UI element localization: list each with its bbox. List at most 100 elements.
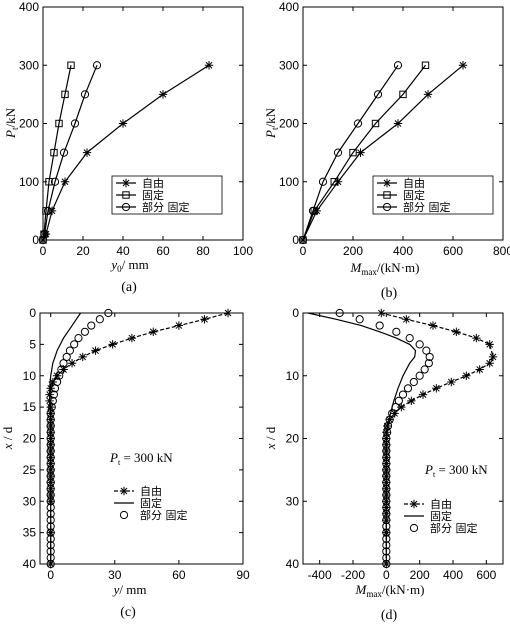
- legend-label: 部分 固定: [403, 200, 451, 214]
- data-point: [382, 484, 391, 493]
- data-point: [353, 119, 363, 128]
- y-tick-label: 200: [279, 117, 299, 131]
- data-point: [48, 377, 58, 387]
- data-point: [62, 352, 71, 362]
- data-point: [74, 334, 83, 343]
- legend-label: 固定: [140, 496, 162, 510]
- y-tick-label: 40: [286, 557, 300, 571]
- x-axis-label: y0/ mm: [109, 257, 148, 274]
- y-tick-label: 100: [19, 175, 39, 189]
- x-tick-label: 600: [476, 568, 496, 582]
- data-point: [46, 528, 55, 537]
- y-tick-label: 5: [29, 337, 36, 351]
- legend-label: 部分 固定: [140, 508, 188, 522]
- y-tick-label: 0: [292, 306, 299, 320]
- y-tick-label: 400: [279, 0, 299, 14]
- load-annotation: Pt = 300 kN: [424, 462, 488, 479]
- data-point: [488, 352, 498, 362]
- data-point: [382, 440, 391, 449]
- x-axis-label: Mmax/(kN·m): [355, 582, 425, 599]
- data-point: [415, 371, 424, 380]
- data-point: [95, 315, 104, 324]
- legend-label: 自由: [430, 497, 452, 511]
- data-point: [485, 340, 494, 349]
- data-point: [50, 177, 60, 186]
- legend-label: 固定: [142, 188, 164, 202]
- series-line: [42, 64, 210, 241]
- x-tick-label: 80: [196, 244, 210, 258]
- data-point: [46, 453, 55, 462]
- data-point: [355, 315, 364, 324]
- legend-label: 部分 固定: [142, 200, 190, 214]
- data-point: [80, 327, 89, 336]
- legend-marker: [121, 178, 131, 188]
- data-point: [52, 371, 62, 380]
- data-point: [393, 119, 403, 128]
- data-point: [382, 509, 391, 518]
- panel-caption: (a): [121, 280, 137, 295]
- data-point: [382, 534, 391, 544]
- legend-marker: [409, 523, 419, 533]
- legend-marker: [382, 202, 392, 212]
- y-tick-label: 40: [23, 557, 37, 571]
- data-point: [200, 315, 209, 324]
- data-point: [475, 365, 484, 374]
- data-point: [70, 340, 79, 349]
- series-line: [307, 312, 417, 564]
- x-tick-label: 60: [172, 568, 186, 582]
- data-point: [382, 497, 391, 506]
- data-point: [382, 459, 391, 468]
- x-axis-label: Mmax/(kN·m): [350, 260, 420, 277]
- legend-label: 固定: [403, 188, 425, 202]
- legend-marker: [119, 510, 129, 520]
- panel-a: 0 20 40 60 80 100 0 100 200 300 400 y0/ mm Pt/kN (a) 自…: [3, 0, 253, 295]
- data-point: [390, 409, 399, 418]
- y-axis-label: Pt/kN: [3, 107, 20, 139]
- x-tick-label: 20: [76, 244, 90, 258]
- data-point: [382, 541, 391, 550]
- x-tick-label: -200: [341, 568, 365, 582]
- x-tick-label: 600: [443, 244, 463, 258]
- data-point: [46, 541, 55, 550]
- data-point: [382, 522, 391, 531]
- data-point: [174, 321, 184, 330]
- x-tick-label: 0: [40, 244, 47, 258]
- data-point: [43, 206, 53, 215]
- data-point: [46, 553, 55, 562]
- panel-caption: (c): [120, 605, 136, 620]
- data-point: [428, 321, 438, 330]
- data-point: [472, 333, 481, 343]
- data-point: [204, 61, 214, 70]
- data-point: [485, 359, 494, 368]
- y-tick-label: 300: [279, 58, 299, 72]
- series-d-2: [335, 308, 434, 569]
- data-point: [49, 390, 58, 399]
- load-annotation: Pt = 300 kN: [109, 450, 173, 467]
- y-axis-label: Pt/kN: [263, 107, 280, 139]
- data-point: [382, 453, 391, 462]
- series-line: [49, 312, 229, 564]
- y-tick-label: 20: [286, 432, 300, 446]
- y-tick-label: 100: [279, 175, 299, 189]
- data-point: [104, 308, 113, 318]
- data-point: [425, 352, 434, 362]
- data-point: [82, 148, 92, 157]
- series-b-0: [298, 61, 468, 245]
- data-point: [158, 90, 168, 99]
- y-tick-label: 0: [292, 233, 299, 247]
- y-tick-label: 25: [23, 463, 37, 477]
- data-point: [45, 178, 53, 186]
- data-point: [46, 484, 55, 493]
- data-point: [46, 465, 55, 474]
- data-point: [382, 465, 391, 474]
- panel-caption: (b): [381, 286, 398, 301]
- data-point: [393, 61, 403, 70]
- legend-marker: [409, 499, 419, 509]
- data-point: [383, 428, 392, 437]
- data-point: [48, 396, 57, 405]
- y-tick-label: 30: [286, 494, 300, 508]
- data-point: [59, 365, 68, 374]
- data-point: [46, 534, 55, 544]
